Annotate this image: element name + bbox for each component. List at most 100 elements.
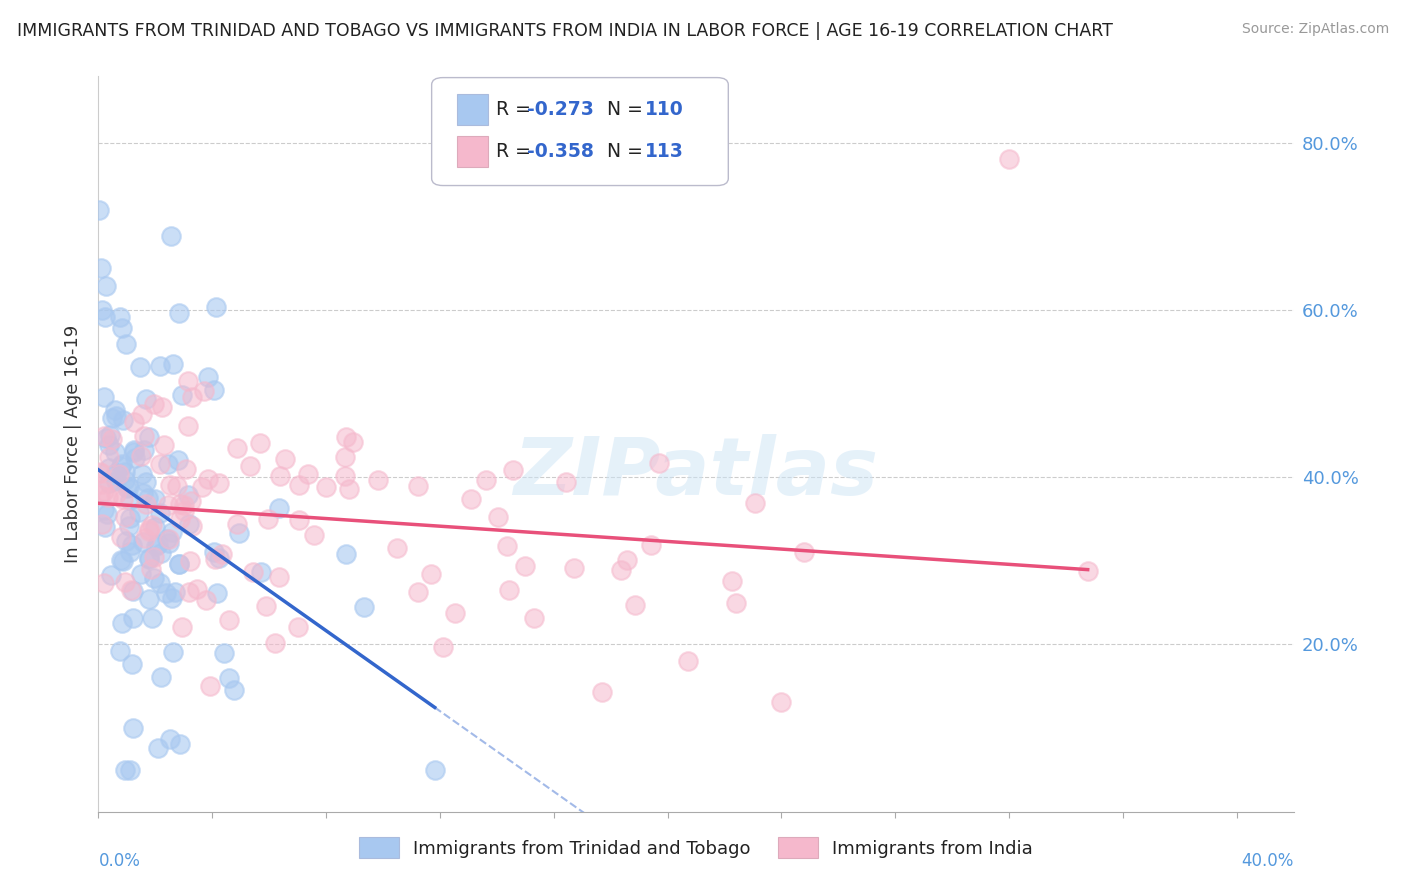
Point [89, 488, 111, 502]
Point [90, 476, 112, 491]
Point [678, 654, 700, 668]
Point [173, 499, 195, 513]
Point [128, 505, 150, 519]
Point [249, 565, 271, 579]
Point [202, 383, 225, 397]
Point [145, 540, 167, 554]
Point [150, 670, 173, 684]
Point [273, 452, 295, 467]
Point [167, 557, 190, 571]
Point [163, 585, 186, 599]
Point [640, 538, 662, 552]
Point [177, 584, 200, 599]
Point [143, 549, 166, 564]
Point [156, 532, 179, 546]
Point [149, 506, 172, 520]
Point [111, 321, 134, 335]
Point [170, 620, 193, 634]
Point [138, 591, 160, 606]
Point [90, 517, 112, 532]
Point [122, 611, 145, 625]
Text: R =: R = [496, 142, 537, 161]
Point [93, 310, 115, 324]
Point [122, 442, 145, 457]
Point [169, 497, 191, 511]
Point [101, 410, 124, 425]
Point [122, 583, 145, 598]
Point [120, 511, 142, 525]
Point [180, 390, 202, 404]
Point [202, 545, 225, 559]
Text: ZIPatlas: ZIPatlas [513, 434, 879, 512]
Point [513, 559, 536, 574]
Point [610, 563, 633, 577]
Point [97, 490, 120, 504]
Point [132, 485, 155, 500]
Point [153, 438, 176, 452]
Point [114, 510, 136, 524]
Point [432, 640, 454, 655]
Point [460, 491, 482, 506]
Point [149, 457, 172, 471]
Point [287, 620, 309, 634]
Point [267, 500, 290, 515]
Point [91, 302, 114, 317]
Point [135, 497, 157, 511]
Point [115, 337, 138, 351]
Point [131, 467, 153, 482]
Point [121, 657, 143, 671]
Point [110, 459, 132, 474]
Point [129, 449, 152, 463]
Point [496, 539, 519, 553]
Point [156, 457, 179, 471]
Point [406, 584, 429, 599]
Text: -0.358: -0.358 [527, 142, 595, 161]
Point [263, 635, 285, 649]
Point [1077, 565, 1099, 579]
Point [108, 644, 131, 658]
Point [225, 517, 247, 532]
Point [93, 576, 115, 591]
Point [104, 466, 127, 480]
Point [138, 521, 160, 535]
Point [103, 444, 125, 458]
Point [195, 592, 218, 607]
Point [191, 480, 214, 494]
Point [169, 512, 191, 526]
Point [118, 492, 141, 507]
Point [624, 598, 647, 612]
Point [523, 611, 546, 625]
Text: 113: 113 [645, 142, 685, 161]
Point [204, 301, 226, 315]
Text: N =: N = [595, 100, 648, 120]
Point [420, 566, 443, 581]
Point [138, 552, 160, 566]
Point [108, 310, 131, 324]
Point [337, 483, 360, 497]
Point [128, 359, 150, 374]
Point [167, 557, 190, 571]
Point [353, 600, 375, 615]
Point [498, 582, 520, 597]
Point [120, 763, 142, 777]
Point [193, 384, 215, 398]
Point [156, 498, 179, 512]
Point [725, 597, 748, 611]
Point [406, 479, 429, 493]
Point [97, 438, 120, 452]
Point [475, 473, 498, 487]
Point [134, 442, 156, 457]
Point [143, 491, 166, 506]
Point [333, 450, 356, 465]
Point [146, 537, 169, 551]
Point [98, 475, 121, 490]
Point [120, 583, 142, 598]
Text: Source: ZipAtlas.com: Source: ZipAtlas.com [1241, 22, 1389, 37]
Point [124, 451, 146, 466]
Point [648, 457, 671, 471]
Point [121, 538, 143, 552]
Point [197, 369, 219, 384]
Point [254, 599, 277, 613]
Point [205, 586, 228, 600]
Point [100, 568, 122, 582]
